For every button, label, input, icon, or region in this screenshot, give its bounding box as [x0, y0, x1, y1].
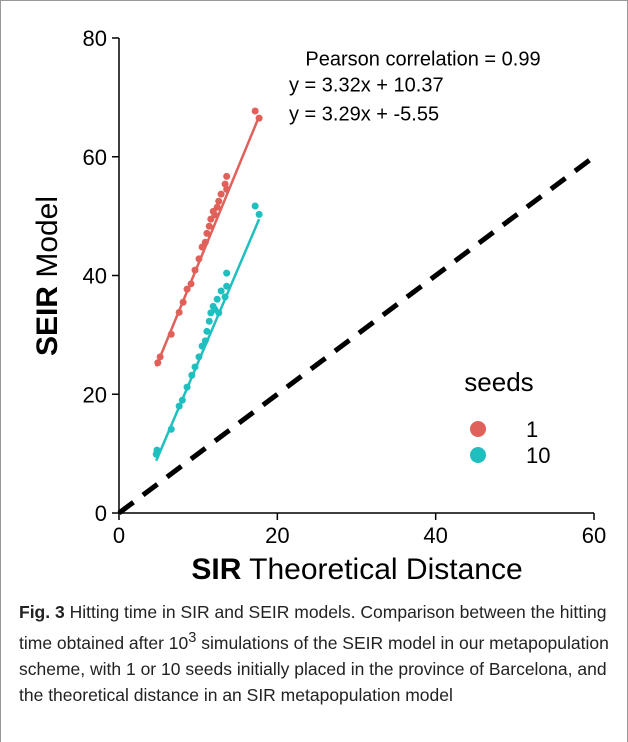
point — [191, 363, 199, 371]
point — [211, 211, 219, 219]
y-tick-label: 80 — [83, 26, 107, 51]
point — [223, 282, 231, 290]
point — [183, 383, 191, 391]
point — [175, 308, 183, 316]
point — [198, 342, 206, 350]
point — [223, 185, 231, 193]
legend-marker — [470, 421, 486, 437]
point — [179, 298, 187, 306]
point — [154, 359, 162, 367]
y-axis-title-rest: Model — [31, 196, 64, 278]
caption-text: simulations of the SEIR model in our met… — [19, 632, 609, 705]
point — [203, 229, 211, 237]
point — [255, 114, 263, 122]
x-axis-title: SIR Theoretical Distance — [191, 553, 522, 586]
point — [203, 327, 211, 335]
y-tick-label: 60 — [83, 145, 107, 170]
y-axis-title: SEIR Model — [31, 196, 64, 356]
point — [213, 295, 221, 303]
point — [217, 287, 225, 295]
caption-text: Hitting time in SIR and SEIR models. Com… — [19, 602, 607, 653]
caption: Fig. 3 Hitting time in SIR and SEIR mode… — [19, 599, 617, 708]
point — [251, 107, 259, 115]
point — [195, 353, 203, 361]
y-tick-label: 20 — [83, 382, 107, 407]
point — [152, 450, 160, 458]
point — [188, 371, 196, 379]
x-axis-title-bold: SIR — [191, 553, 241, 586]
annotation: y = 3.29x + -5.55 — [289, 103, 439, 125]
legend-title: seeds — [464, 367, 533, 397]
x-axis-title-rest: Theoretical Distance — [249, 553, 522, 586]
x-tick-label: 40 — [423, 523, 447, 548]
x-tick-label: 60 — [582, 523, 606, 548]
point — [255, 210, 263, 218]
point — [251, 202, 259, 210]
point — [215, 309, 223, 317]
point — [167, 425, 175, 433]
point — [205, 317, 213, 325]
point — [191, 266, 199, 274]
reference-line — [117, 154, 596, 515]
point — [221, 180, 229, 188]
annotation: Pearson correlation = 0.99 — [305, 48, 540, 70]
y-axis-title-bold: SEIR — [31, 286, 64, 356]
point — [183, 285, 191, 293]
x-tick-label: 0 — [113, 523, 125, 548]
point — [178, 396, 186, 404]
point — [223, 172, 231, 180]
legend-marker — [470, 447, 486, 463]
caption-superscript: 3 — [188, 630, 197, 646]
caption-label: Fig. 3 — [19, 602, 65, 622]
y-tick-label: 0 — [95, 501, 107, 526]
point — [201, 337, 209, 345]
point — [201, 238, 209, 246]
point — [156, 353, 164, 361]
point — [223, 269, 231, 277]
chart: Pearson correlation = 0.99 y = 3.32x + 1… — [31, 26, 606, 586]
point — [213, 203, 221, 211]
point — [217, 190, 225, 198]
point — [221, 293, 229, 301]
x-tick-label: 20 — [265, 523, 289, 548]
legend-label: 10 — [526, 443, 550, 468]
point — [195, 255, 203, 263]
point — [187, 280, 195, 288]
y-tick-label: 40 — [83, 264, 107, 289]
point — [167, 330, 175, 338]
point — [215, 197, 223, 205]
point — [175, 402, 183, 410]
point — [205, 222, 213, 230]
legend-label: 1 — [526, 417, 538, 442]
annotation: y = 3.32x + 10.37 — [289, 74, 444, 96]
